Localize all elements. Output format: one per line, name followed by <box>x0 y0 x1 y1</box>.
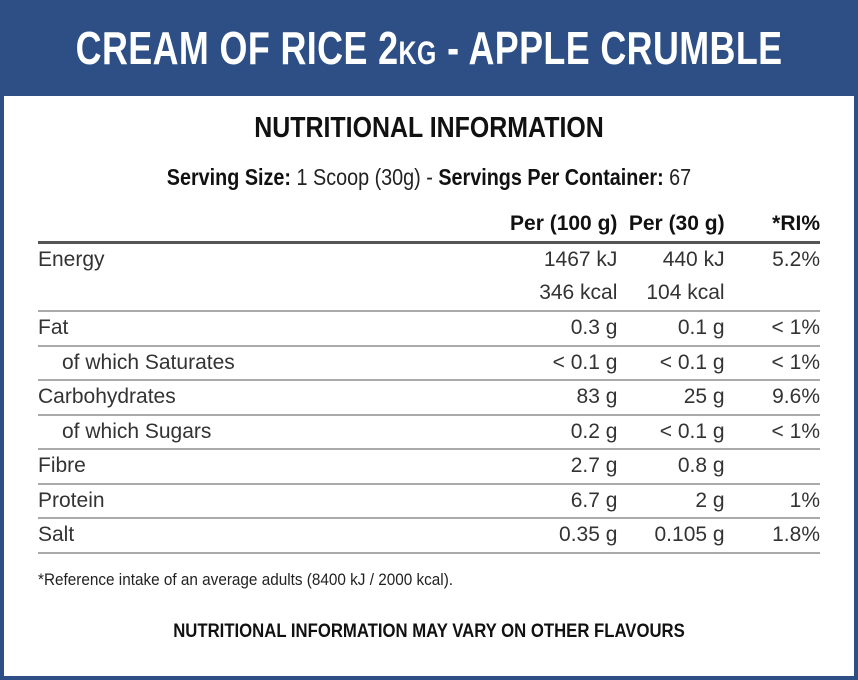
value-per-30g: 440 kJ <box>662 248 725 271</box>
nutrient-name: Salt <box>38 518 458 554</box>
value-ri: < 1% <box>724 311 820 347</box>
value-per-30g: 2 g <box>617 483 725 519</box>
nutrition-table: Per (100 g) Per (30 g) *RI% Energy 1467 k… <box>38 208 820 554</box>
nutrient-name <box>38 276 458 312</box>
value-per-100g: 83 g <box>457 380 618 416</box>
column-header-nutrient <box>38 208 458 244</box>
value-per-30g: 0.105 g <box>617 518 725 554</box>
value-per-30g: 104 kcal <box>617 276 725 312</box>
value-per-30g: 25 g <box>617 380 725 416</box>
value-per-100g: 346 kcal <box>457 276 618 312</box>
nutrient-name: Carbohydrates <box>38 380 458 416</box>
table-row: Energy 1467 kJ 440 kJ 5.2% <box>38 242 820 277</box>
value-per-100g: 0.35 g <box>457 518 618 554</box>
table-row: 346 kcal 104 kcal <box>38 276 820 312</box>
value-ri: 1.8% <box>724 518 820 554</box>
nutrient-name: Energy <box>38 248 105 271</box>
value-per-30g: < 0.1 g <box>617 345 725 381</box>
nutrient-name: Fibre <box>38 449 458 485</box>
value-per-100g: < 0.1 g <box>457 345 618 381</box>
value-per-30g: 0.8 g <box>617 449 725 485</box>
value-per-30g: < 0.1 g <box>617 414 725 450</box>
value-ri <box>724 276 820 312</box>
nutrient-name: of which Saturates <box>38 345 458 381</box>
value-ri: 5.2% <box>772 248 820 271</box>
value-ri: 1% <box>724 483 820 519</box>
value-ri: < 1% <box>724 414 820 450</box>
serving-info: Serving Size: 1 Scoop (30g) - Servings P… <box>166 164 692 190</box>
value-ri: 9.6% <box>724 380 820 416</box>
value-per-30g: 0.1 g <box>617 311 725 347</box>
section-heading: NUTRITIONAL INFORMATION <box>254 112 604 144</box>
nutrient-name: Protein <box>38 483 458 519</box>
table-header: Per (100 g) Per (30 g) *RI% <box>38 208 820 244</box>
column-header-per30: Per (30 g) <box>617 208 725 244</box>
nutrient-name: of which Sugars <box>38 414 458 450</box>
nutrient-name: Fat <box>38 311 458 347</box>
value-ri <box>724 449 820 485</box>
table-row: Carbohydrates 83 g 25 g 9.6% <box>38 380 820 416</box>
table-row: Fibre 2.7 g 0.8 g <box>38 449 820 485</box>
table-row: Fat 0.3 g 0.1 g < 1% <box>38 311 820 347</box>
product-title: CREAM OF RICE 2KG - APPLE CRUMBLE <box>75 22 783 74</box>
table-row: of which Sugars 0.2 g < 0.1 g < 1% <box>38 414 820 450</box>
column-header-ri: *RI% <box>724 208 820 244</box>
value-per-100g: 0.2 g <box>457 414 618 450</box>
reference-note: *Reference intake of an average adults (… <box>38 570 454 589</box>
table-row: of which Saturates < 0.1 g < 0.1 g < 1% <box>38 345 820 381</box>
nutrition-panel: NUTRITIONAL INFORMATION Serving Size: 1 … <box>4 96 854 676</box>
value-ri: < 1% <box>724 345 820 381</box>
value-per-100g: 2.7 g <box>457 449 618 485</box>
value-per-100g: 1467 kJ <box>543 248 618 271</box>
value-per-100g: 6.7 g <box>457 483 618 519</box>
footer-disclaimer: NUTRITIONAL INFORMATION MAY VARY ON OTHE… <box>173 621 685 642</box>
title-banner: CREAM OF RICE 2KG - APPLE CRUMBLE <box>0 0 858 96</box>
value-per-100g: 0.3 g <box>457 311 618 347</box>
column-header-per100: Per (100 g) <box>457 208 618 244</box>
table-row: Salt 0.35 g 0.105 g 1.8% <box>38 518 820 554</box>
